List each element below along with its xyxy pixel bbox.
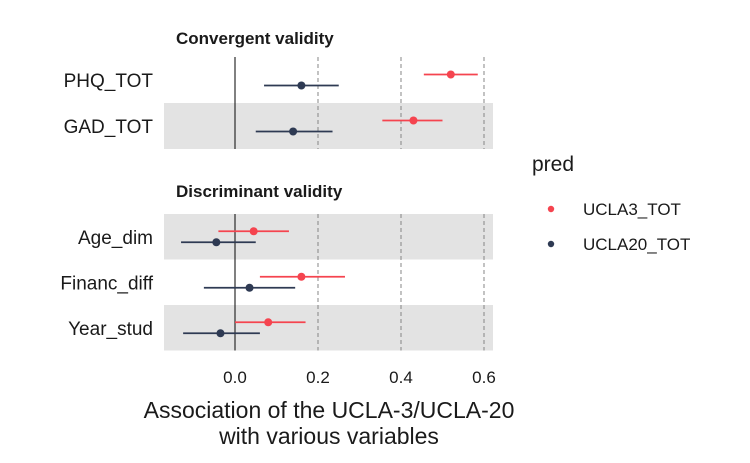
x-tick-label-3: 0.6 xyxy=(472,368,496,387)
estimate-point xyxy=(289,127,298,136)
estimate-point xyxy=(245,283,254,292)
estimate-point xyxy=(249,227,258,236)
x-tick-label-2: 0.4 xyxy=(389,368,413,387)
legend: pred UCLA3_TOT UCLA20_TOT xyxy=(532,153,690,254)
y-tick-label: Financ_diff xyxy=(60,273,153,294)
row-band xyxy=(164,214,493,260)
x-axis-label-line-1: Association of the UCLA-3/UCLA-20 xyxy=(144,397,515,423)
estimate-point xyxy=(446,70,455,79)
row-band xyxy=(164,305,493,351)
estimate-point xyxy=(264,318,273,327)
estimate-point xyxy=(212,238,221,247)
y-tick-label: PHQ_TOT xyxy=(64,71,154,92)
legend-title: pred xyxy=(532,153,574,176)
x-tick-label-1: 0.2 xyxy=(306,368,330,387)
facet-title-1: Discriminant validity xyxy=(176,182,343,201)
facet-title-0: Convergent validity xyxy=(176,29,334,48)
estimate-point xyxy=(216,329,225,338)
legend-key-ucla20 xyxy=(547,240,555,248)
estimate-point xyxy=(409,116,418,125)
y-tick-label: GAD_TOT xyxy=(64,117,154,138)
estimate-point xyxy=(297,272,306,281)
x-axis-label-line-2: with various variables xyxy=(218,423,439,449)
y-tick-label: Year_stud xyxy=(68,319,153,340)
x-tick-label-0: 0.0 xyxy=(223,368,247,387)
legend-key-ucla3 xyxy=(547,205,555,213)
panels-layer: Convergent validity PHQ_TOT GAD_TOT Discrim… xyxy=(60,29,493,351)
legend-label-ucla3: UCLA3_TOT xyxy=(583,200,681,219)
legend-label-ucla20: UCLA20_TOT xyxy=(583,235,690,254)
row-band xyxy=(164,103,493,149)
estimate-point xyxy=(297,81,306,90)
y-tick-label: Age_dim xyxy=(78,228,153,249)
